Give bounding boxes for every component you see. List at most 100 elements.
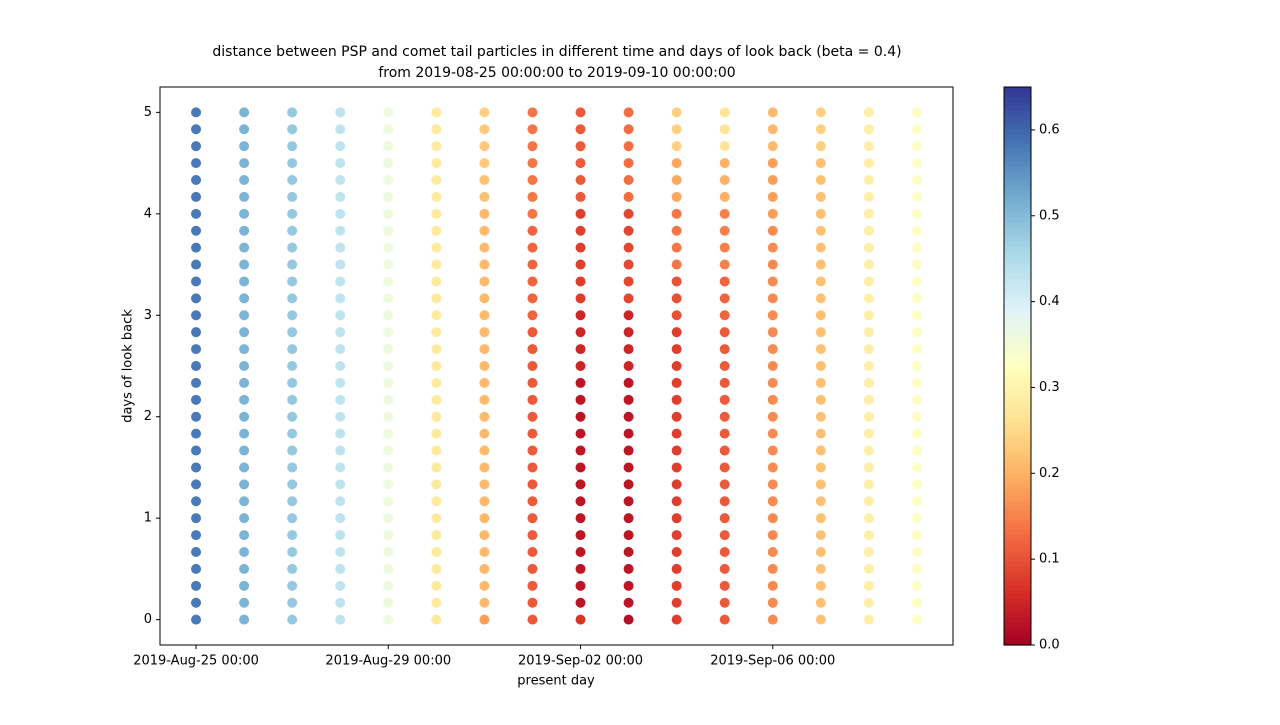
point <box>287 563 298 574</box>
point <box>719 124 730 135</box>
colorbar-segment <box>1004 245 1031 251</box>
point <box>719 597 730 608</box>
point <box>863 462 874 473</box>
colorbar-segment <box>1004 189 1031 195</box>
point <box>671 377 682 388</box>
point <box>671 259 682 270</box>
point <box>287 513 298 524</box>
point <box>719 225 730 236</box>
point <box>191 327 202 338</box>
point <box>335 614 346 625</box>
colorbar-segment <box>1004 296 1031 302</box>
point <box>863 158 874 169</box>
point <box>671 614 682 625</box>
colorbar-segment <box>1004 528 1031 534</box>
point <box>287 479 298 490</box>
point <box>719 411 730 422</box>
colorbar-segment <box>1004 221 1031 228</box>
point <box>911 462 922 473</box>
colorbar-segment <box>1004 366 1031 372</box>
colorbar-segment <box>1004 119 1031 125</box>
point <box>911 530 922 541</box>
point <box>863 513 874 524</box>
colorbar-segment <box>1004 426 1031 432</box>
colorbar-segment <box>1004 184 1031 190</box>
point <box>335 428 346 439</box>
point <box>671 479 682 490</box>
point <box>383 225 394 236</box>
point <box>191 293 202 304</box>
point <box>719 276 730 287</box>
point <box>287 242 298 253</box>
point <box>527 259 538 270</box>
point <box>335 394 346 405</box>
point <box>911 141 922 152</box>
point <box>431 580 442 591</box>
point <box>191 411 202 422</box>
point <box>431 327 442 338</box>
point <box>287 411 298 422</box>
point <box>575 310 586 321</box>
point <box>431 225 442 236</box>
point <box>767 310 778 321</box>
point <box>287 293 298 304</box>
point <box>431 479 442 490</box>
point <box>479 377 490 388</box>
point <box>815 411 826 422</box>
point <box>239 377 250 388</box>
point <box>527 614 538 625</box>
point <box>383 614 394 625</box>
point <box>575 445 586 456</box>
point <box>767 530 778 541</box>
colorbar-segment <box>1004 319 1031 325</box>
point <box>335 361 346 371</box>
point <box>335 411 346 422</box>
colorbar-segment <box>1004 124 1031 130</box>
point <box>383 124 394 135</box>
colorbar-segment <box>1004 547 1031 553</box>
y-tick-label: 4 <box>144 206 152 221</box>
point <box>479 563 490 574</box>
point <box>239 107 250 118</box>
point <box>767 597 778 608</box>
point <box>767 563 778 574</box>
point <box>815 445 826 456</box>
point <box>239 428 250 439</box>
point <box>191 530 202 541</box>
point <box>383 310 394 321</box>
point <box>479 208 490 219</box>
point <box>671 411 682 422</box>
point <box>479 310 490 321</box>
point <box>719 377 730 388</box>
point <box>575 225 586 236</box>
colorbar-tick-label: 0.2 <box>1039 466 1060 481</box>
point <box>767 327 778 338</box>
point <box>863 276 874 287</box>
point <box>527 107 538 118</box>
point <box>863 411 874 422</box>
point <box>287 496 298 507</box>
point <box>911 158 922 169</box>
point <box>767 479 778 490</box>
point <box>383 563 394 574</box>
point <box>575 411 586 422</box>
y-tick-label: 5 <box>144 105 152 120</box>
point <box>911 563 922 574</box>
point <box>383 462 394 473</box>
point <box>719 394 730 405</box>
point <box>383 259 394 270</box>
point <box>527 361 538 371</box>
point <box>527 310 538 321</box>
point <box>239 293 250 304</box>
point <box>623 462 634 473</box>
point <box>911 394 922 405</box>
point <box>191 428 202 439</box>
colorbar-segment <box>1004 277 1031 283</box>
point <box>527 377 538 388</box>
point <box>383 141 394 152</box>
point <box>767 344 778 355</box>
point <box>527 580 538 591</box>
point <box>863 377 874 388</box>
point <box>575 107 586 118</box>
point <box>383 428 394 439</box>
